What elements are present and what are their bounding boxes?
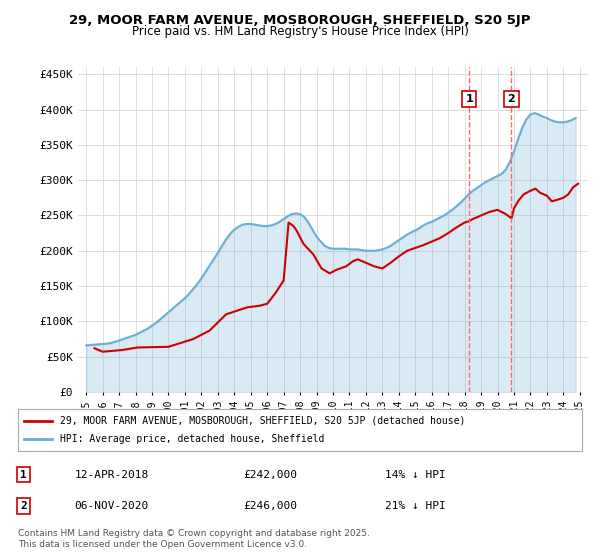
Text: 2: 2: [20, 501, 27, 511]
Text: £242,000: £242,000: [244, 470, 298, 479]
Text: Contains HM Land Registry data © Crown copyright and database right 2025.
This d: Contains HM Land Registry data © Crown c…: [18, 529, 370, 549]
Text: HPI: Average price, detached house, Sheffield: HPI: Average price, detached house, Shef…: [60, 434, 325, 444]
Text: 1: 1: [20, 470, 27, 479]
Text: 14% ↓ HPI: 14% ↓ HPI: [385, 470, 445, 479]
Text: £246,000: £246,000: [244, 501, 298, 511]
Text: Price paid vs. HM Land Registry's House Price Index (HPI): Price paid vs. HM Land Registry's House …: [131, 25, 469, 38]
Text: 29, MOOR FARM AVENUE, MOSBOROUGH, SHEFFIELD, S20 5JP: 29, MOOR FARM AVENUE, MOSBOROUGH, SHEFFI…: [69, 14, 531, 27]
Text: 06-NOV-2020: 06-NOV-2020: [74, 501, 149, 511]
Text: 21% ↓ HPI: 21% ↓ HPI: [385, 501, 445, 511]
Text: 29, MOOR FARM AVENUE, MOSBOROUGH, SHEFFIELD, S20 5JP (detached house): 29, MOOR FARM AVENUE, MOSBOROUGH, SHEFFI…: [60, 416, 466, 426]
Text: 2: 2: [508, 94, 515, 104]
Text: 12-APR-2018: 12-APR-2018: [74, 470, 149, 479]
Text: 1: 1: [466, 94, 473, 104]
